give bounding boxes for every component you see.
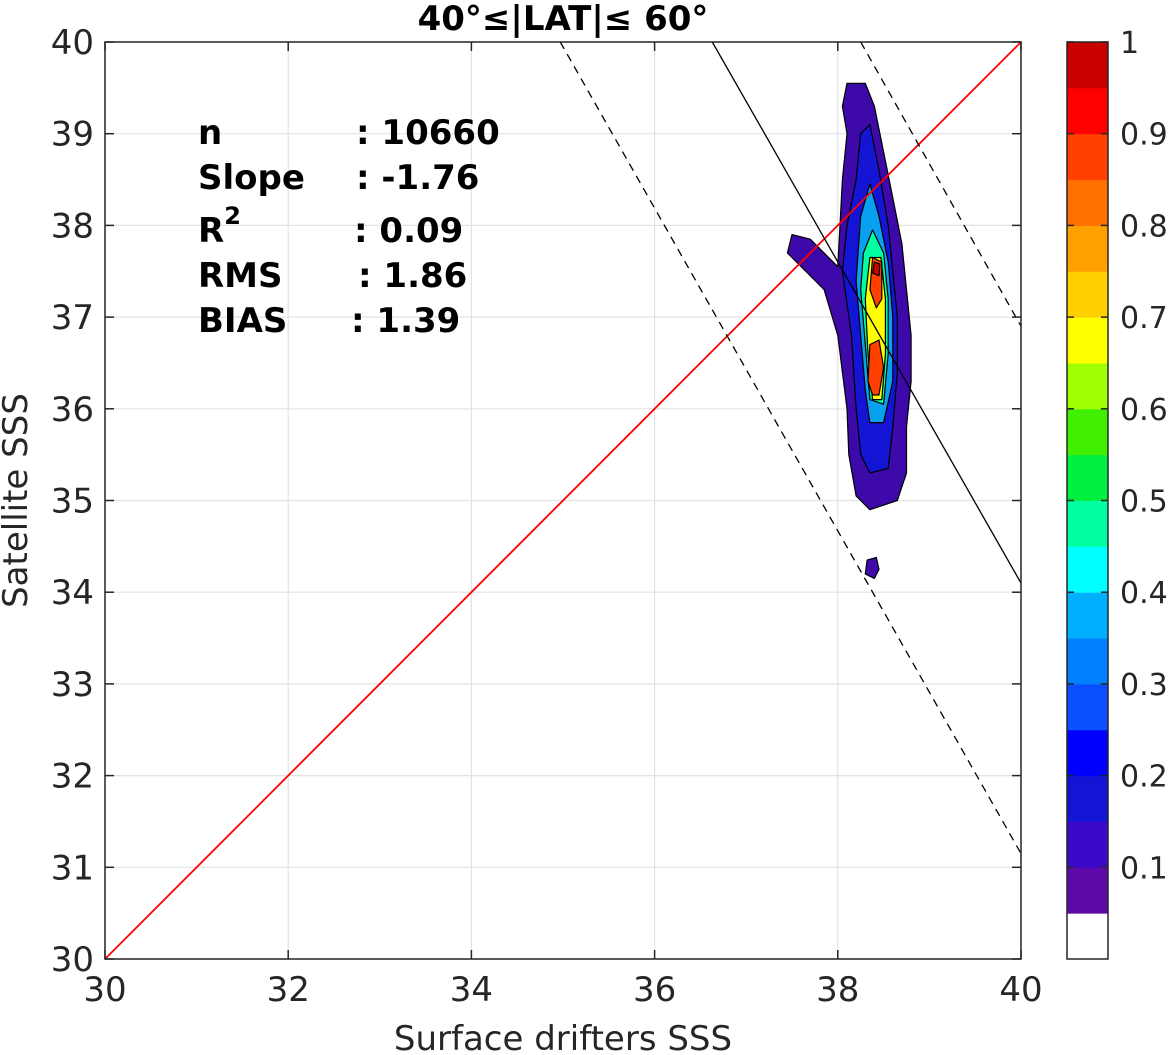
density-contours: [786, 82, 912, 579]
contour-level-0.05: [864, 556, 880, 579]
colorbar-segment: [1067, 133, 1108, 181]
stat-label-superscript: 2: [224, 202, 241, 230]
colorbar-segment: [1067, 775, 1108, 822]
stat-value: : 0.09: [354, 211, 463, 251]
stat-value: : 10660: [356, 113, 500, 153]
stat-value: : 1.86: [358, 256, 467, 296]
stat-value: : -1.76: [356, 158, 479, 198]
contour-level-0.8: [867, 339, 885, 396]
colorbar-segment: [1067, 362, 1108, 410]
regression-bound-line: [860, 42, 1021, 327]
y-tick-label: 37: [51, 298, 94, 338]
colorbar-segment: [1067, 913, 1108, 960]
regression-bound-line: [559, 42, 1021, 854]
colorbar-segment: [1067, 454, 1108, 501]
x-tick-label: 32: [267, 970, 310, 1010]
y-tick-label: 35: [51, 482, 94, 522]
reference-lines: [105, 42, 1021, 959]
x-tick-label: 36: [633, 970, 676, 1010]
x-tick-label: 40: [999, 970, 1042, 1010]
x-axis-label: Surface drifters SSS: [394, 1019, 732, 1055]
one-to-one-line: [105, 42, 1021, 959]
stat-label: Slope: [198, 158, 305, 198]
y-tick-label: 36: [51, 390, 94, 430]
stat-value: : 1.39: [351, 301, 460, 341]
stat-label: n: [198, 113, 222, 153]
colorbar-segment: [1067, 546, 1108, 593]
colorbar-tick-label: 0.3: [1120, 668, 1168, 703]
colorbar-segment: [1067, 317, 1108, 364]
colorbar-segment: [1067, 271, 1108, 318]
stat-label: BIAS: [198, 301, 287, 341]
x-tick-label: 34: [450, 970, 493, 1010]
colorbar-segment: [1067, 867, 1108, 914]
chart-title: 40°≤|LAT|≤ 60°: [418, 0, 709, 39]
colorbar-tick-label: 0.4: [1120, 576, 1168, 611]
colorbar-tick-label: 0.1: [1120, 851, 1168, 886]
colorbar-segment: [1067, 87, 1108, 135]
y-tick-label: 31: [51, 848, 94, 888]
colorbar-segment: [1067, 500, 1108, 547]
colorbar-tick-label: 0.5: [1120, 485, 1168, 520]
colorbar-segment: [1067, 821, 1108, 868]
y-tick-label: 38: [51, 206, 94, 246]
contour-level-0.95: [872, 261, 881, 277]
colorbar-segment: [1067, 179, 1108, 226]
colorbar-tick-label: 0.9: [1120, 118, 1168, 153]
stat-label: RMS: [198, 256, 283, 296]
colorbar-tick-label: 0.6: [1120, 393, 1168, 428]
colorbar-segment: [1067, 225, 1108, 272]
colorbar-segment: [1067, 592, 1108, 639]
y-tick-label: 32: [51, 757, 94, 797]
colorbar-tick-label: 0.2: [1120, 760, 1168, 795]
y-tick-label: 34: [51, 573, 94, 613]
colorbar-tick-label: 0.7: [1120, 301, 1168, 336]
x-tick-label: 38: [816, 970, 859, 1010]
colorbar-tick-label: 1: [1120, 26, 1139, 61]
colorbar: 0.1 0.2 0.3 0.4 0.5 0.6 0.7 0.8 0.9 1: [1066, 26, 1168, 960]
colorbar-segment: [1067, 638, 1108, 685]
colorbar-segment: [1067, 408, 1108, 456]
x-tick-label: 30: [83, 970, 126, 1010]
y-tick-label: 33: [51, 665, 94, 705]
y-tick-label: 40: [51, 23, 94, 63]
y-axis-label: Satellite SSS: [0, 393, 36, 608]
colorbar-segment: [1067, 683, 1108, 731]
colorbar-segment: [1067, 729, 1108, 777]
y-tick-label: 30: [51, 940, 94, 980]
statistics-box: n : 10660 Slope : -1.76 R2 : 0.09 RMS : 1.86 BIA…: [198, 113, 500, 341]
regression-line: [711, 42, 1021, 584]
colorbar-segment: [1067, 42, 1108, 89]
axis-ticks: 30 32 34 36 38 40 30 31 32 33 34 35 36 37 38 39 40: [51, 23, 1043, 1010]
y-tick-label: 39: [51, 115, 94, 155]
stat-label: R2: [198, 202, 241, 251]
colorbar-tick-label: 0.8: [1120, 209, 1168, 244]
